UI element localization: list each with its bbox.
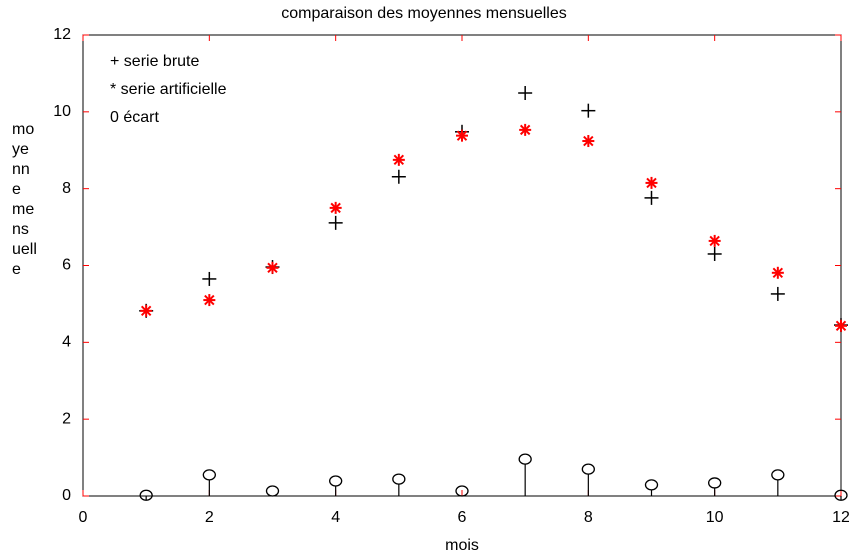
- y-axis-label: e: [12, 181, 21, 198]
- x-tick-label: 4: [331, 509, 340, 526]
- data-point: [581, 463, 595, 496]
- legend-entry: + serie brute: [110, 53, 199, 70]
- y-axis-label: e: [12, 261, 21, 278]
- data-point: [834, 489, 848, 501]
- data-point: [329, 475, 343, 496]
- data-point: [456, 129, 468, 142]
- y-axis-label: ye: [12, 141, 29, 158]
- data-point: [835, 319, 847, 332]
- data-point: [708, 477, 722, 496]
- data-point: [202, 469, 216, 496]
- y-axis-label: ns: [12, 221, 29, 238]
- data-point: [581, 103, 596, 118]
- x-axis-label: mois: [445, 537, 479, 554]
- y-tick-label: 12: [53, 26, 71, 43]
- data-point: [455, 485, 469, 497]
- legend-entry: 0 écart: [110, 109, 159, 126]
- data-point: [771, 469, 785, 496]
- data-point: [770, 286, 785, 301]
- data-point: [139, 489, 153, 501]
- x-tick-label: 2: [205, 509, 214, 526]
- data-point: [140, 304, 153, 317]
- y-axis-label: uell: [12, 241, 37, 258]
- data-point: [265, 485, 280, 497]
- data-point: [328, 215, 343, 230]
- plot-frame: [82, 34, 842, 497]
- data-point: [771, 266, 784, 279]
- data-point: [266, 261, 279, 274]
- data-point: [582, 135, 595, 148]
- x-tick-label: 0: [79, 509, 88, 526]
- y-tick-label: 6: [62, 257, 71, 274]
- data-point: [707, 246, 722, 261]
- x-tick-label: 8: [584, 509, 593, 526]
- y-tick-label: 8: [62, 180, 71, 197]
- y-tick-label: 4: [62, 334, 71, 351]
- data-point: [519, 123, 532, 136]
- y-axis-label: mo: [12, 121, 34, 138]
- y-axis-label: me: [12, 201, 34, 218]
- data-point: [645, 176, 658, 189]
- data-point: [329, 201, 342, 214]
- data-point: [644, 190, 659, 205]
- data-point: [518, 86, 533, 101]
- data-point: [202, 271, 217, 286]
- y-tick-label: 2: [62, 410, 71, 427]
- data-point: [708, 234, 721, 247]
- y-axis-label: nn: [12, 161, 30, 178]
- y-tick-label: 10: [53, 103, 71, 120]
- data-point: [392, 473, 406, 496]
- legend-entry: * serie artificielle: [110, 81, 227, 98]
- data-point: [518, 453, 532, 496]
- data-point: [644, 479, 659, 496]
- x-tick-label: 6: [458, 509, 467, 526]
- x-tick-label: 10: [706, 509, 724, 526]
- chart-title: comparaison des moyennes mensuelles: [281, 5, 566, 22]
- y-tick-label: 0: [62, 487, 71, 504]
- data-point: [392, 153, 405, 166]
- x-tick-label: 12: [832, 509, 849, 526]
- data-point: [391, 169, 406, 184]
- data-point: [203, 294, 216, 307]
